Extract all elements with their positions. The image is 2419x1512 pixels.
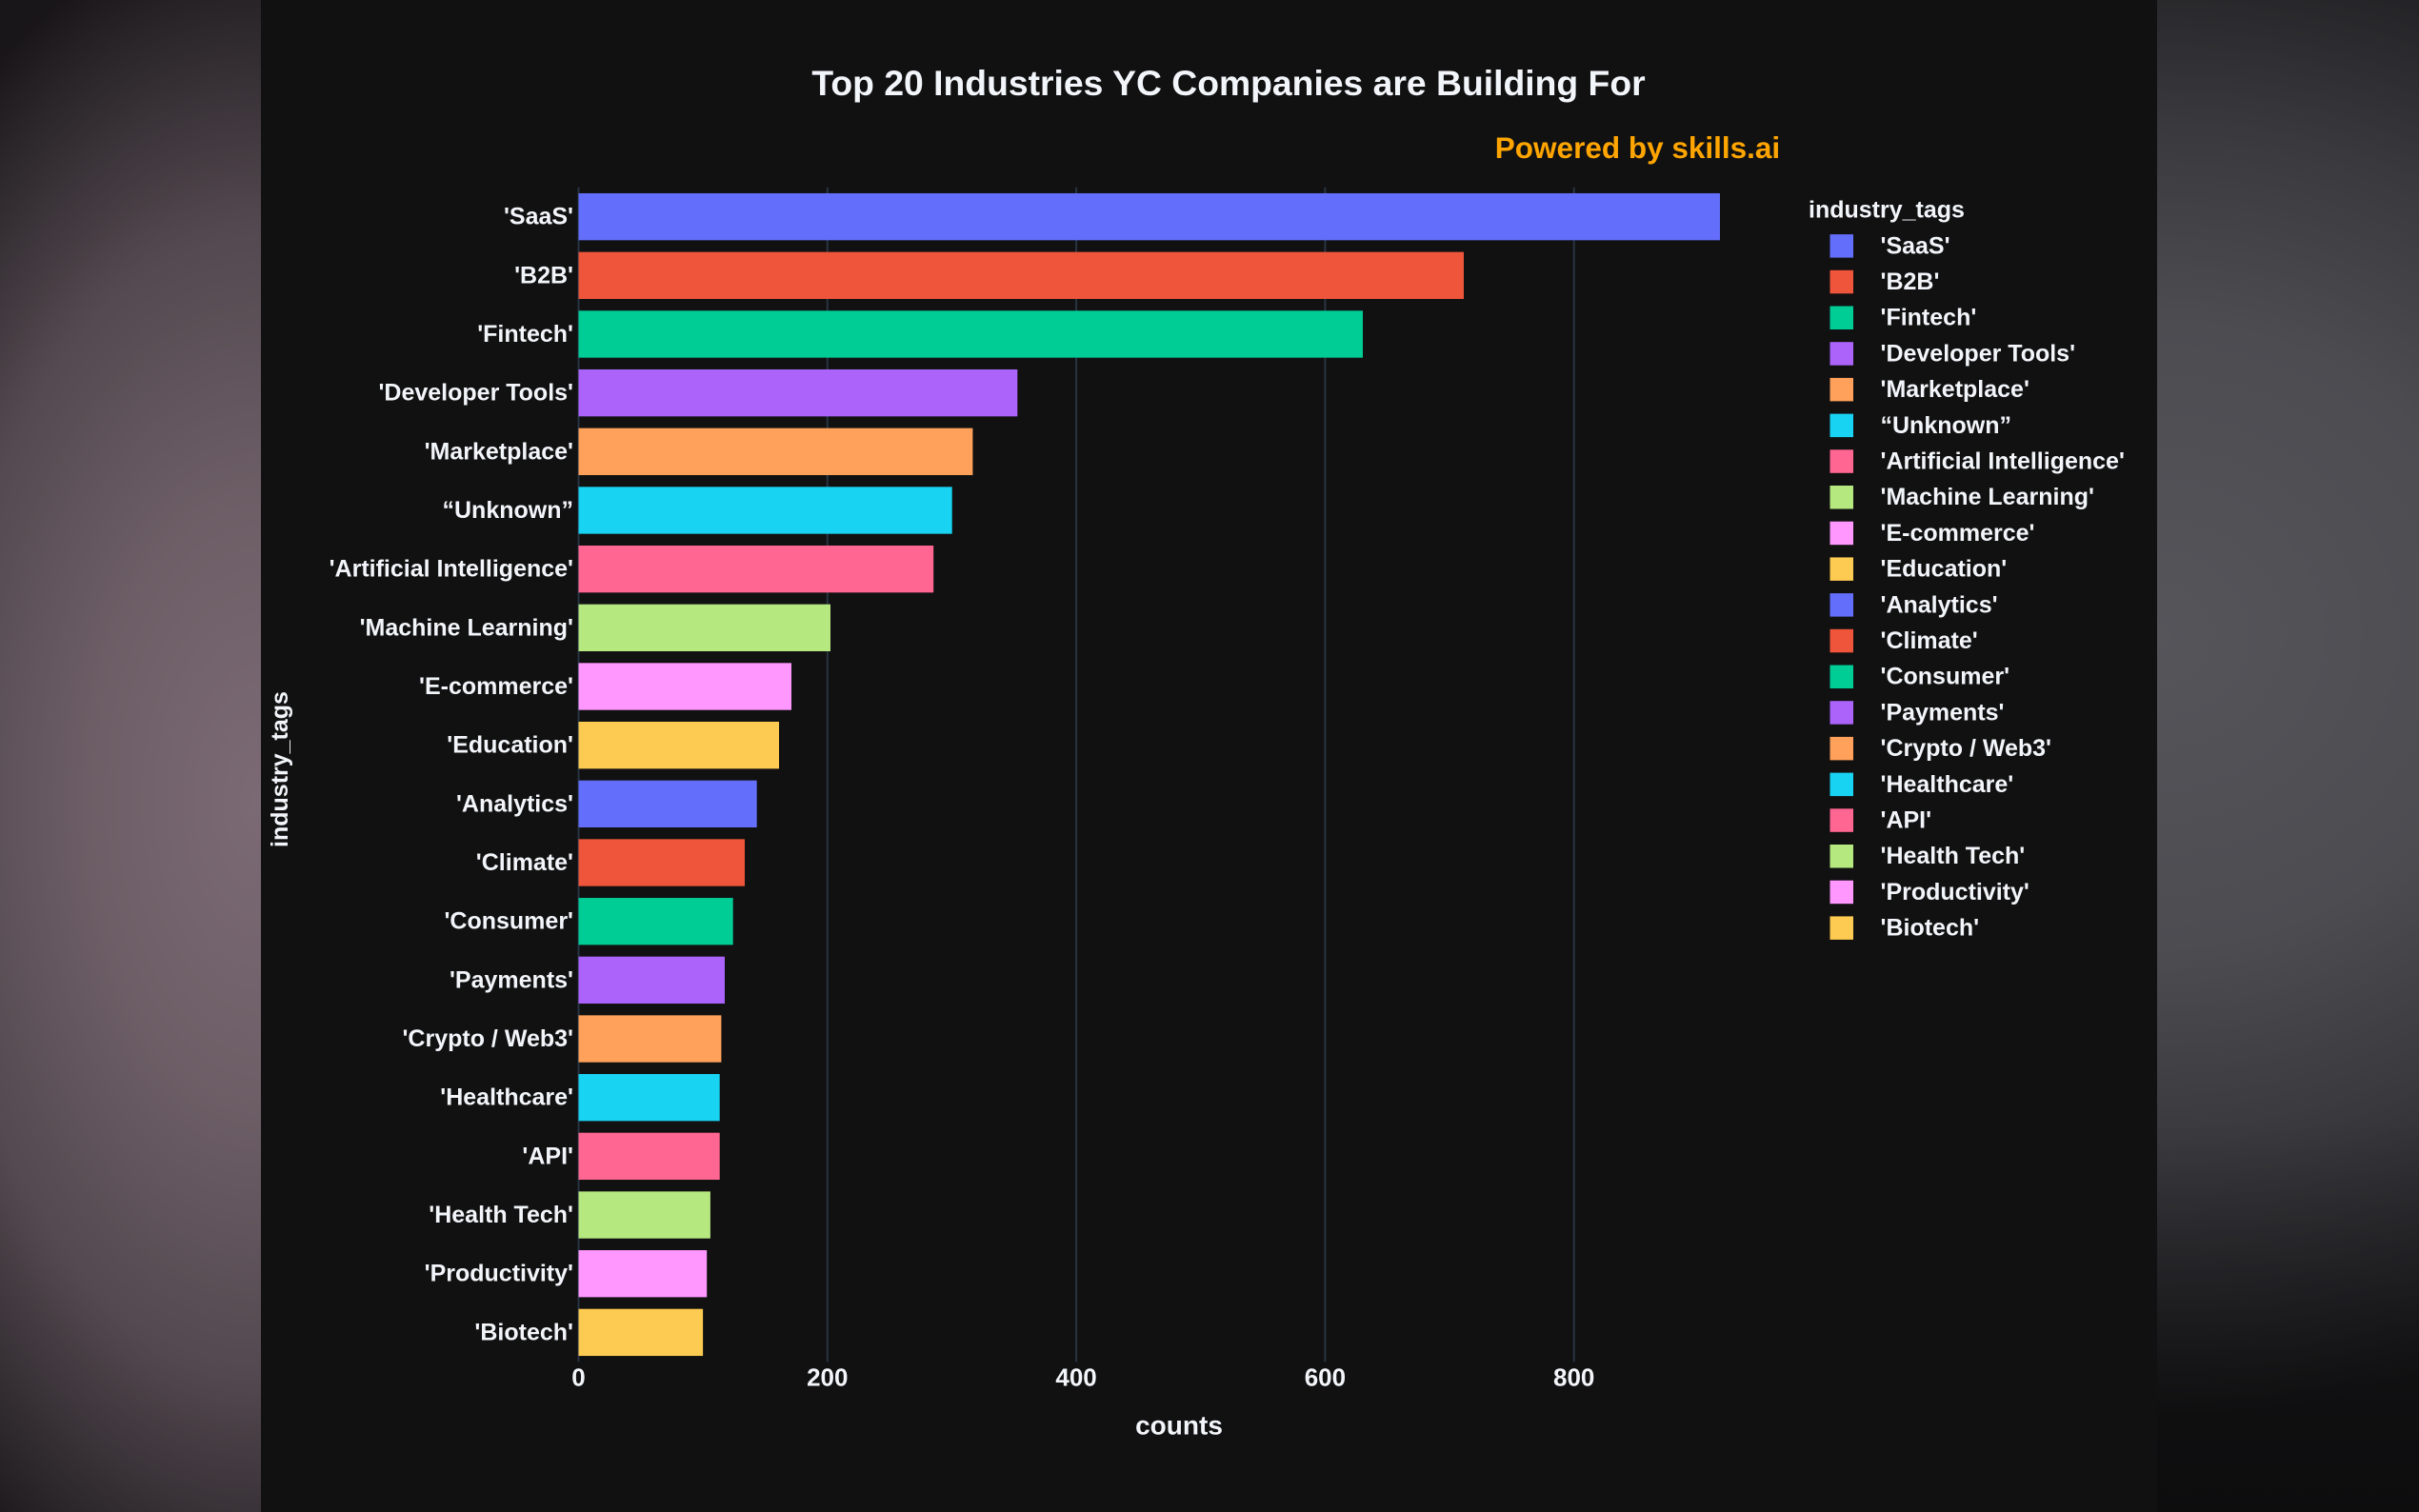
svg-text:'Climate': 'Climate'	[1881, 627, 1978, 654]
svg-text:'Education': 'Education'	[447, 732, 573, 759]
svg-text:800: 800	[1553, 1363, 1594, 1392]
svg-text:'Biotech': 'Biotech'	[1881, 915, 1980, 942]
svg-text:'Healthcare': 'Healthcare'	[1881, 771, 2014, 798]
svg-text:'Machine Learning': 'Machine Learning'	[1881, 484, 2094, 510]
svg-text:0: 0	[571, 1363, 585, 1392]
svg-text:'Health Tech': 'Health Tech'	[429, 1202, 573, 1228]
svg-text:“Unknown”: “Unknown”	[443, 497, 574, 524]
svg-text:'Payments': 'Payments'	[1881, 699, 2005, 726]
svg-text:'Biotech': 'Biotech'	[474, 1319, 573, 1345]
svg-text:'Consumer': 'Consumer'	[1881, 664, 2010, 690]
svg-text:'SaaS': 'SaaS'	[504, 204, 573, 230]
svg-text:'Productivity': 'Productivity'	[425, 1261, 573, 1287]
svg-text:'Artificial Intelligence': 'Artificial Intelligence'	[1881, 448, 2125, 475]
svg-text:'Developer Tools': 'Developer Tools'	[1881, 340, 2076, 367]
svg-text:industry_tags: industry_tags	[267, 691, 293, 847]
svg-text:'Analytics': 'Analytics'	[1881, 591, 1998, 618]
svg-text:counts: counts	[1135, 1411, 1223, 1441]
svg-text:'Payments': 'Payments'	[450, 966, 573, 993]
svg-text:'Marketplace': 'Marketplace'	[1881, 376, 2029, 403]
svg-text:'Crypto / Web3': 'Crypto / Web3'	[402, 1025, 573, 1052]
svg-text:'API': 'API'	[522, 1143, 573, 1169]
svg-text:'API': 'API'	[1881, 807, 1932, 834]
svg-text:'SaaS': 'SaaS'	[1881, 232, 1950, 259]
svg-text:'Crypto / Web3': 'Crypto / Web3'	[1881, 735, 2052, 762]
svg-text:'E-commerce': 'E-commerce'	[419, 673, 573, 700]
svg-text:'Analytics': 'Analytics'	[456, 790, 573, 817]
svg-text:'E-commerce': 'E-commerce'	[1881, 520, 2035, 547]
svg-text:“Unknown”: “Unknown”	[1881, 412, 2012, 439]
svg-text:'Fintech': 'Fintech'	[477, 321, 573, 348]
svg-text:Top 20 Industries YC Companies: Top 20 Industries YC Companies are Build…	[811, 63, 1645, 103]
svg-text:industry_tags: industry_tags	[1809, 197, 1965, 224]
svg-text:'Artificial Intelligence': 'Artificial Intelligence'	[330, 556, 573, 583]
svg-text:'Fintech': 'Fintech'	[1881, 305, 1977, 331]
svg-text:Powered by skills.ai: Powered by skills.ai	[1495, 130, 1780, 165]
svg-text:'Marketplace': 'Marketplace'	[425, 438, 573, 465]
svg-text:400: 400	[1055, 1363, 1096, 1392]
svg-text:'Education': 'Education'	[1881, 556, 2008, 583]
svg-text:600: 600	[1305, 1363, 1346, 1392]
svg-text:200: 200	[807, 1363, 848, 1392]
svg-text:'Developer Tools': 'Developer Tools'	[378, 380, 573, 407]
svg-text:'Healthcare': 'Healthcare'	[440, 1084, 573, 1111]
svg-text:'B2B': 'B2B'	[1881, 269, 1940, 295]
svg-text:'Health Tech': 'Health Tech'	[1881, 843, 2026, 869]
svg-text:'Machine Learning': 'Machine Learning'	[360, 614, 573, 641]
svg-text:'Climate': 'Climate'	[476, 849, 573, 876]
svg-text:'Consumer': 'Consumer'	[444, 908, 573, 935]
svg-text:'B2B': 'B2B'	[514, 262, 573, 288]
svg-text:'Productivity': 'Productivity'	[1881, 879, 2029, 905]
